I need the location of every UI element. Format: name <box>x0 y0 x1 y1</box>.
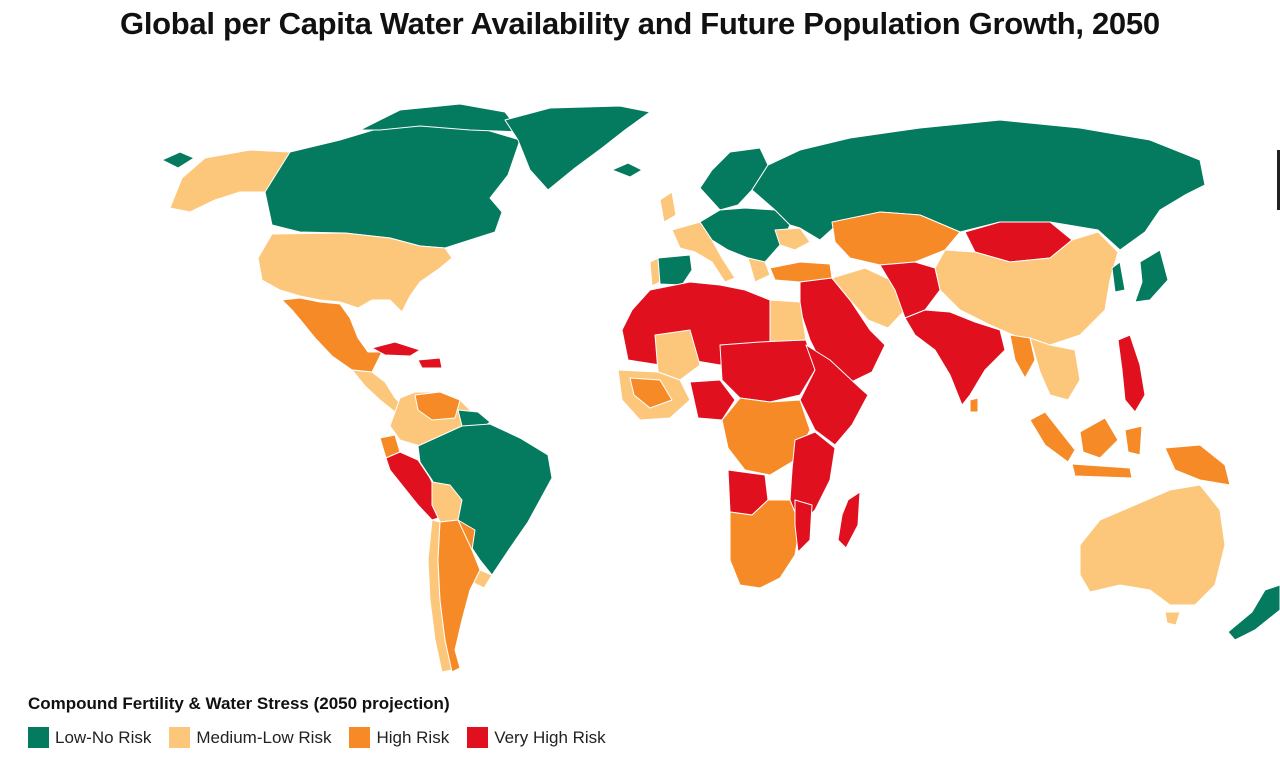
region-philippines <box>1117 334 1146 413</box>
region-mali-region <box>654 329 701 381</box>
legend-label-medium: Medium-Low Risk <box>196 727 332 747</box>
region-greece-balkans <box>747 257 771 283</box>
region-nigeria <box>689 379 736 421</box>
legend-item-very-high: Very High Risk <box>467 727 606 748</box>
legend-title: Compound Fertility & Water Stress (2050 … <box>28 694 450 713</box>
region-myanmar <box>1009 334 1036 379</box>
legend-item-high: High Risk <box>349 727 449 748</box>
region-new-zealand <box>1227 584 1280 641</box>
region-canada-arctic <box>359 103 521 133</box>
region-spain <box>657 254 693 286</box>
region-canada <box>264 119 521 249</box>
region-iran <box>831 267 906 329</box>
world-map <box>161 103 1280 673</box>
region-egypt <box>769 299 807 343</box>
region-sumatra <box>1029 411 1076 463</box>
region-hispaniola <box>417 357 443 369</box>
region-java <box>1071 463 1133 479</box>
region-greenland <box>504 105 651 191</box>
region-borneo <box>1079 417 1119 459</box>
region-korea <box>1111 261 1126 293</box>
region-southern-africa <box>729 499 801 589</box>
region-mexico <box>281 297 383 373</box>
region-sulawesi <box>1124 425 1143 456</box>
region-scandinavia <box>699 147 769 211</box>
region-usa <box>257 232 453 313</box>
region-china <box>934 231 1119 346</box>
region-russia <box>751 119 1206 251</box>
region-india <box>904 309 1006 406</box>
region-new-guinea <box>1164 444 1231 486</box>
legend-swatch-medium <box>169 727 191 748</box>
region-ukraine <box>774 227 811 251</box>
region-kazakhstan <box>831 211 961 266</box>
legend-swatch-low <box>28 727 49 748</box>
region-mozambique <box>794 499 813 553</box>
region-madagascar <box>837 491 861 549</box>
region-japan <box>1134 249 1169 303</box>
legend-label-high: High Risk <box>376 727 450 747</box>
region-uk <box>659 191 677 223</box>
map-title: Global per Capita Water Availability and… <box>120 6 1160 41</box>
region-guinea-coast <box>629 377 673 409</box>
legend-label-very-high: Very High Risk <box>494 727 606 747</box>
region-horn-of-africa <box>799 344 869 446</box>
legend-item-low: Low-No Risk <box>28 727 151 748</box>
region-sri-lanka <box>969 397 979 413</box>
region-sudan-chad <box>719 339 816 403</box>
region-venezuela <box>414 391 461 421</box>
legend: Low-No Risk Medium-Low Risk High Risk Ve… <box>28 727 624 748</box>
legend-swatch-very-high <box>467 727 489 748</box>
region-indochina <box>1029 337 1081 401</box>
region-iceland <box>611 162 643 178</box>
legend-label-low: Low-No Risk <box>55 727 152 747</box>
legend-item-medium: Medium-Low Risk <box>169 727 331 748</box>
region-argentina <box>437 519 481 673</box>
region-tasmania <box>1164 611 1181 626</box>
region-aleutians <box>161 151 195 169</box>
region-afg-pak <box>879 261 941 319</box>
legend-swatch-high <box>349 727 371 748</box>
region-cuba <box>371 341 421 357</box>
edge-mark <box>1277 150 1280 210</box>
region-australia <box>1079 484 1226 606</box>
